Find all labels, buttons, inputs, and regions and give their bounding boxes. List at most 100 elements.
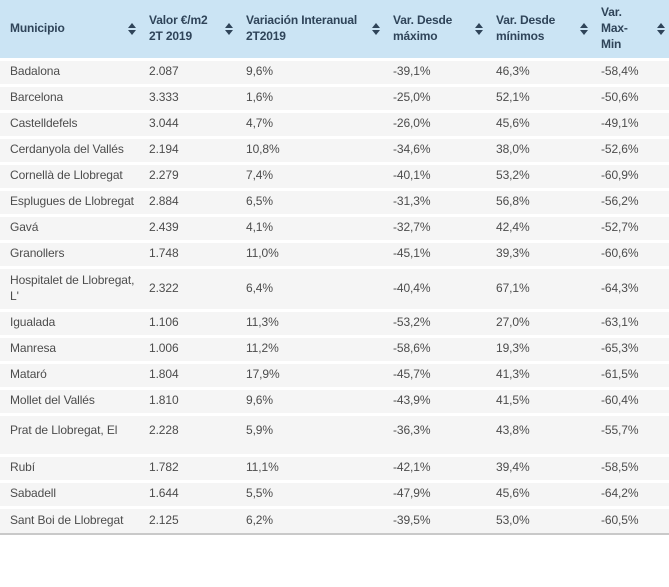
cell-var-desde-maximo: -39,5% [393, 512, 431, 527]
column-header-var-desde-maximo[interactable]: Var. Desde máximo [384, 0, 487, 59]
cell-var-desde-maximo: -31,3% [393, 194, 431, 209]
column-header-label: Var. Desde mínimos [496, 12, 556, 43]
cell-municipio: Castelldefels [10, 116, 78, 131]
cell-var-desde-minimos: 42,4% [496, 220, 530, 235]
cell-var-desde-maximo: -32,7% [393, 220, 431, 235]
cell-var-desde-maximo: -36,3% [393, 422, 431, 437]
cell-var-desde-minimos: 53,0% [496, 512, 530, 527]
municipality-price-table: Municipio Valor €/m2 2T 2019 Variación I… [0, 0, 669, 527]
sort-icon[interactable] [127, 22, 136, 35]
sort-icon[interactable] [224, 22, 233, 35]
cell-variacion-interanual: 5,5% [246, 486, 273, 501]
column-header-variacion-interanual[interactable]: Variación Interanual 2T2019 [237, 0, 384, 59]
cell-municipio: Esplugues de Llobregat [10, 194, 134, 209]
cell-var-desde-minimos: 53,2% [496, 168, 530, 183]
column-header-label: Variación Interanual 2T2019 [246, 12, 358, 43]
sort-up-arrow-icon [579, 22, 588, 28]
sort-icon[interactable] [474, 22, 483, 35]
table-row: Hospitalet de Llobregat, L' 2.322 6,4% -40,… [0, 267, 669, 310]
cell-var-desde-maximo: -42,1% [393, 460, 431, 475]
cell-municipio: Prat de Llobregat, El [10, 422, 118, 437]
cell-valor: 2.194 [149, 142, 179, 157]
table-row: Gavá 2.439 4,1% -32,7% 42,4% -52,7% [0, 215, 669, 241]
cell-variacion-interanual: 9,6% [246, 393, 273, 408]
sort-down-arrow-icon [579, 29, 588, 35]
cell-valor: 2.884 [149, 194, 179, 209]
cell-var-max-min: -60,9% [601, 168, 639, 183]
table-row: Sabadell 1.644 5,5% -47,9% 45,6% -64,2% [0, 481, 669, 507]
table-row: Rubí 1.782 11,1% -42,1% 39,4% -58,5% [0, 455, 669, 481]
sort-icon[interactable] [656, 22, 665, 35]
cell-var-desde-maximo: -39,1% [393, 64, 431, 79]
cell-variacion-interanual: 17,9% [246, 367, 280, 382]
column-header-var-desde-minimos[interactable]: Var. Desde mínimos [487, 0, 592, 59]
cell-variacion-interanual: 7,4% [246, 168, 273, 183]
cell-valor: 2.439 [149, 220, 179, 235]
cell-municipio: Rubí [10, 460, 35, 475]
table-row: Granollers 1.748 11,0% -45,1% 39,3% -60,6% [0, 241, 669, 267]
cell-valor: 2.087 [149, 64, 179, 79]
sort-up-arrow-icon [127, 22, 136, 28]
cell-var-desde-minimos: 27,0% [496, 315, 530, 330]
cell-var-desde-maximo: -40,4% [393, 280, 431, 295]
cell-municipio: Cerdanyola del Vallés [10, 142, 124, 157]
column-header-label: Var. Max-Min [601, 5, 628, 51]
column-header-var-max-min[interactable]: Var. Max-Min [592, 0, 669, 59]
cell-var-max-min: -56,2% [601, 194, 639, 209]
table-row: Castelldefels 3.044 4,7% -26,0% 45,6% -49,1% [0, 111, 669, 137]
cell-municipio: Gavá [10, 220, 39, 235]
column-header-label: Valor €/m2 2T 2019 [149, 12, 208, 43]
cell-valor: 1.810 [149, 393, 179, 408]
cell-var-desde-minimos: 43,8% [496, 422, 530, 437]
cell-variacion-interanual: 11,0% [246, 246, 279, 261]
table-row: Badalona 2.087 9,6% -39,1% 46,3% -58,4% [0, 59, 669, 85]
cell-var-max-min: -60,6% [601, 246, 639, 261]
table-row: Barcelona 3.333 1,6% -25,0% 52,1% -50,6% [0, 85, 669, 111]
sort-down-arrow-icon [127, 29, 136, 35]
cell-municipio: Cornellà de Llobregat [10, 168, 123, 183]
cell-var-desde-maximo: -58,6% [393, 341, 431, 356]
column-header-valor[interactable]: Valor €/m2 2T 2019 [140, 0, 237, 59]
sort-down-arrow-icon [656, 29, 665, 35]
column-header-label: Municipio [10, 20, 65, 35]
sort-icon[interactable] [371, 22, 380, 35]
table-row: Mollet del Vallés 1.810 9,6% -43,9% 41,5% -60… [0, 388, 669, 414]
cell-var-max-min: -49,1% [601, 116, 639, 131]
column-header-municipio[interactable]: Municipio [0, 0, 140, 59]
cell-var-desde-minimos: 39,3% [496, 246, 530, 261]
cell-valor: 1.006 [149, 341, 179, 356]
cell-variacion-interanual: 1,6% [246, 90, 273, 105]
cell-var-desde-minimos: 46,3% [496, 64, 530, 79]
sort-down-arrow-icon [224, 29, 233, 35]
sort-up-arrow-icon [224, 22, 233, 28]
table-row: Cerdanyola del Vallés 2.194 10,8% -34,6% 38,… [0, 137, 669, 163]
cell-var-max-min: -52,6% [601, 142, 639, 157]
cell-variacion-interanual: 6,5% [246, 194, 273, 209]
cell-var-desde-maximo: -40,1% [393, 168, 431, 183]
municipality-price-table-container: Municipio Valor €/m2 2T 2019 Variación I… [0, 0, 669, 535]
cell-variacion-interanual: 10,8% [246, 142, 280, 157]
table-header: Municipio Valor €/m2 2T 2019 Variación I… [0, 0, 669, 59]
cell-valor: 3.044 [149, 116, 179, 131]
cell-valor: 1.804 [149, 367, 179, 382]
cell-municipio: Granollers [10, 246, 65, 261]
cell-var-max-min: -63,1% [601, 315, 639, 330]
cell-var-max-min: -58,5% [601, 460, 639, 475]
column-header-label: Var. Desde máximo [393, 12, 453, 43]
cell-valor: 1.644 [149, 486, 179, 501]
sort-up-arrow-icon [474, 22, 483, 28]
cell-valor: 3.333 [149, 90, 179, 105]
cell-municipio: Manresa [10, 341, 56, 356]
cell-var-desde-minimos: 45,6% [496, 486, 530, 501]
cell-municipio: Badalona [10, 64, 60, 79]
sort-up-arrow-icon [656, 22, 665, 28]
cell-variacion-interanual: 4,7% [246, 116, 273, 131]
sort-icon[interactable] [579, 22, 588, 35]
cell-variacion-interanual: 4,1% [246, 220, 273, 235]
cell-valor: 2.322 [149, 280, 179, 295]
cell-valor: 2.125 [149, 512, 179, 527]
table-row: Prat de Llobregat, El 2.228 5,9% -36,3% 43,8… [0, 414, 669, 455]
cell-var-desde-minimos: 56,8% [496, 194, 530, 209]
cell-var-desde-minimos: 41,5% [496, 393, 530, 408]
cell-var-desde-maximo: -53,2% [393, 315, 431, 330]
